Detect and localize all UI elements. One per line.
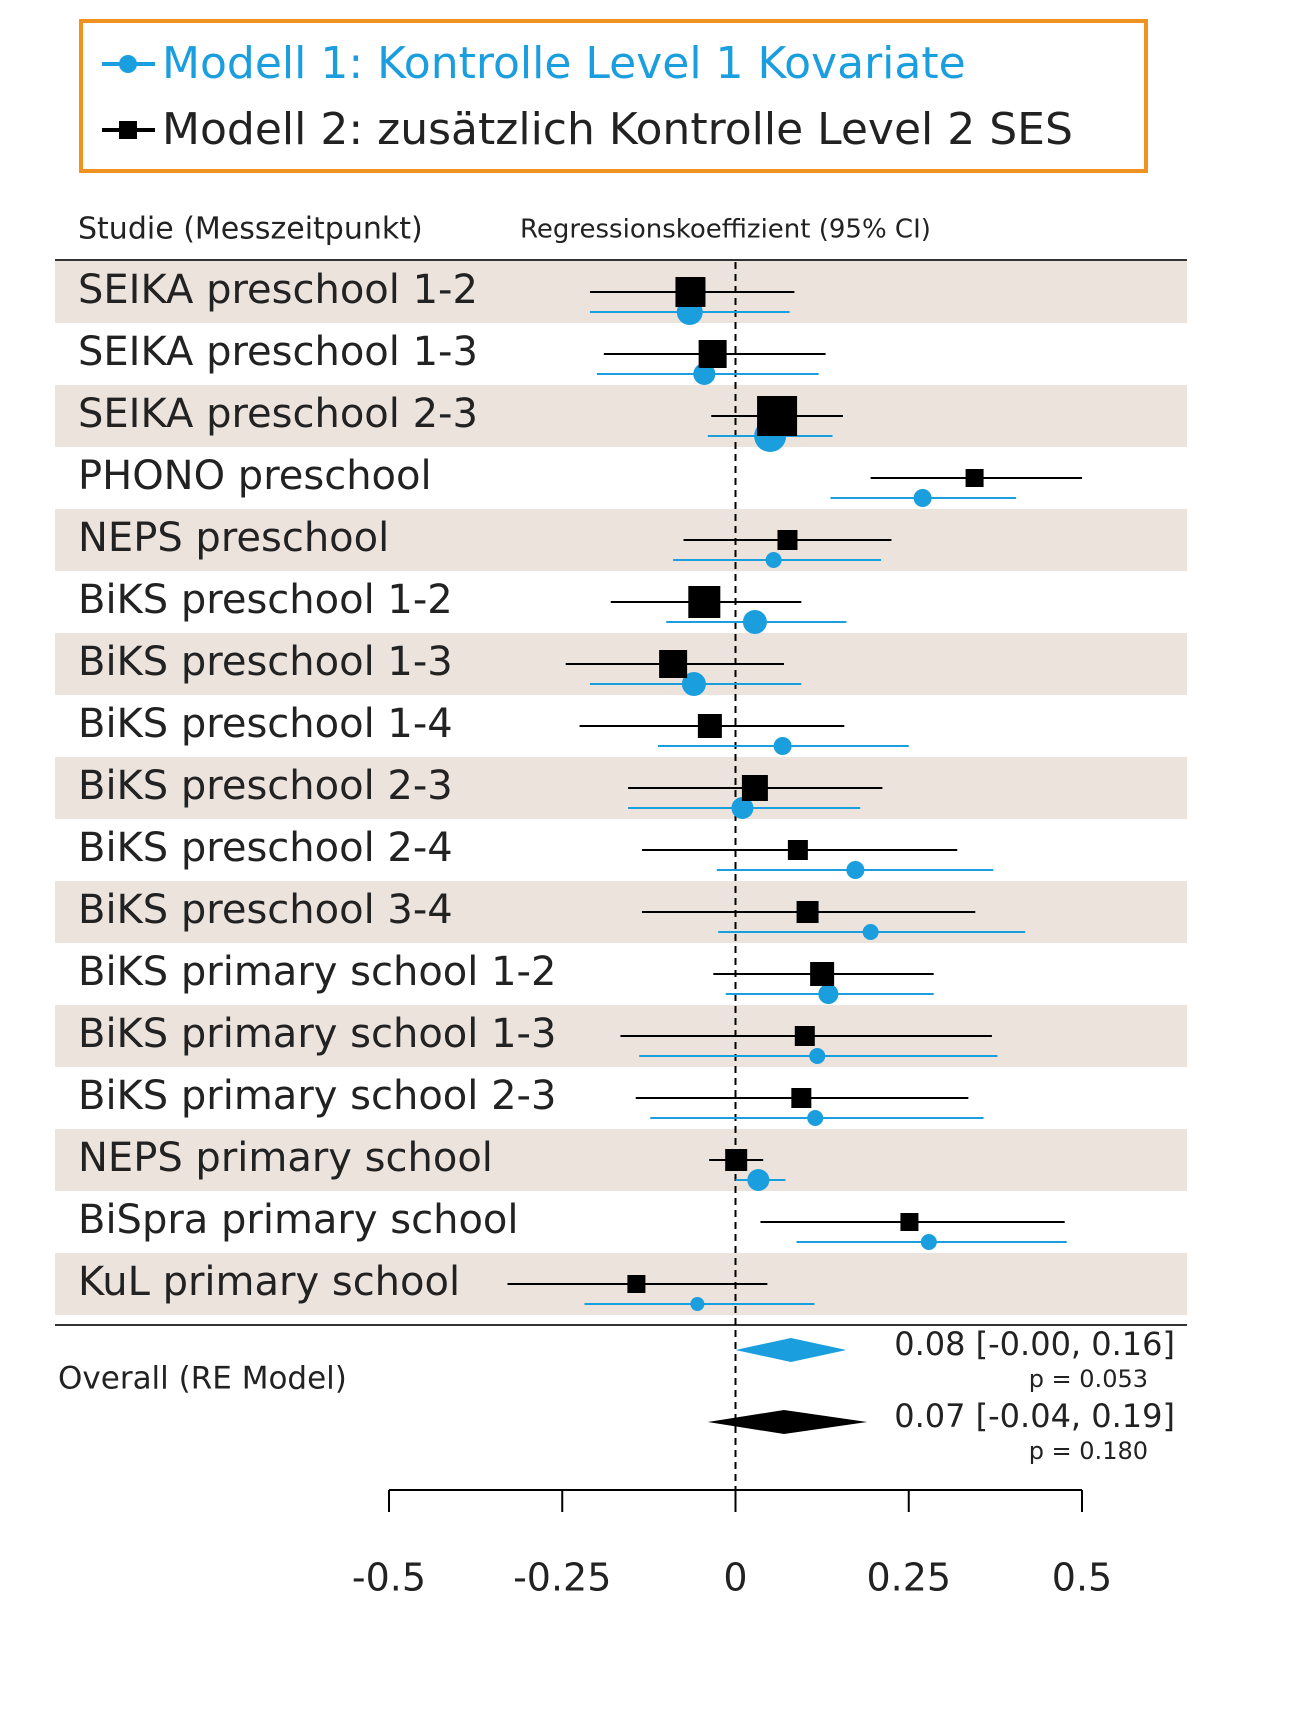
estimate-marker [913, 489, 932, 507]
x-tick-label: 0 [723, 1556, 747, 1600]
estimate-marker [807, 1110, 824, 1126]
estimate-marker [791, 1088, 812, 1108]
overall-diamond [735, 1338, 847, 1362]
estimate-marker [777, 530, 798, 550]
estimate-marker [787, 840, 808, 860]
legend-label: Modell 2: zusätzlich Kontrolle Level 2 S… [162, 104, 1073, 155]
legend-box [79, 19, 1148, 173]
estimate-marker [731, 797, 754, 819]
estimate-marker [773, 737, 792, 755]
estimate-marker [818, 984, 839, 1004]
row-label: KuL primary school [78, 1259, 460, 1305]
row-label: NEPS primary school [78, 1135, 493, 1181]
estimate-marker [796, 901, 819, 923]
overall-diamond [707, 1410, 868, 1434]
legend-marker [119, 121, 137, 139]
row-label: BiKS primary school 1-3 [78, 1011, 556, 1057]
row-label: BiKS preschool 1-3 [78, 639, 453, 685]
estimate-marker [809, 1048, 826, 1064]
column-header: Studie (Messzeitpunkt) [78, 212, 423, 247]
estimate-marker [765, 552, 782, 568]
x-tick-label: -0.25 [513, 1556, 611, 1600]
row-band [55, 509, 1187, 571]
estimate-marker [846, 861, 865, 879]
estimate-marker [690, 1297, 705, 1311]
estimate-marker [742, 610, 767, 634]
overall-p: p = 0.053 [1029, 1365, 1148, 1393]
overall-p: p = 0.180 [1029, 1437, 1148, 1465]
row-band [55, 757, 1187, 819]
estimate-marker [698, 340, 727, 368]
estimate-marker [741, 775, 768, 801]
row-label: BiKS preschool 3-4 [78, 887, 453, 933]
estimate-marker [725, 1149, 748, 1171]
x-tick-label: 0.5 [1052, 1556, 1112, 1600]
estimate-marker [920, 1234, 937, 1250]
row-label: BiSpra primary school [78, 1197, 519, 1243]
row-label: SEIKA preschool 1-3 [78, 329, 478, 375]
row-label: PHONO preschool [78, 453, 432, 499]
estimate-marker [659, 650, 688, 678]
estimate-marker [693, 363, 716, 385]
row-label: BiKS preschool 2-4 [78, 825, 453, 871]
overall-estimate: 0.07 [-0.04, 0.19] [894, 1397, 1175, 1435]
row-label: SEIKA preschool 2-3 [78, 391, 478, 437]
estimate-marker [965, 469, 984, 487]
estimate-marker [675, 277, 706, 307]
row-label: BiKS preschool 1-4 [78, 701, 453, 747]
estimate-marker [627, 1275, 646, 1293]
column-header: Regressionskoeffizient (95% CI) [520, 215, 931, 245]
estimate-marker [747, 1169, 770, 1191]
estimate-marker [794, 1026, 815, 1046]
x-tick-label: 0.25 [866, 1556, 951, 1600]
row-label: NEPS preschool [78, 515, 389, 561]
overall-estimate: 0.08 [-0.00, 0.16] [894, 1325, 1175, 1363]
row-band [55, 1129, 1187, 1191]
estimate-marker [862, 924, 879, 940]
estimate-marker [810, 962, 835, 986]
estimate-marker [688, 586, 721, 618]
row-label: BiKS primary school 1-2 [78, 949, 556, 995]
estimate-marker [900, 1213, 919, 1231]
overall-label: Overall (RE Model) [58, 1361, 347, 1397]
row-label: SEIKA preschool 1-2 [78, 267, 478, 313]
legend-label: Modell 1: Kontrolle Level 1 Kovariate [162, 38, 966, 89]
row-label: BiKS primary school 2-3 [78, 1073, 556, 1119]
row-label: BiKS preschool 2-3 [78, 763, 453, 809]
legend-marker [119, 55, 137, 73]
estimate-marker [697, 714, 722, 738]
x-tick-label: -0.5 [352, 1556, 426, 1600]
row-band [55, 385, 1187, 447]
estimate-marker [681, 672, 706, 696]
estimate-marker [757, 396, 798, 436]
row-label: BiKS preschool 1-2 [78, 577, 453, 623]
